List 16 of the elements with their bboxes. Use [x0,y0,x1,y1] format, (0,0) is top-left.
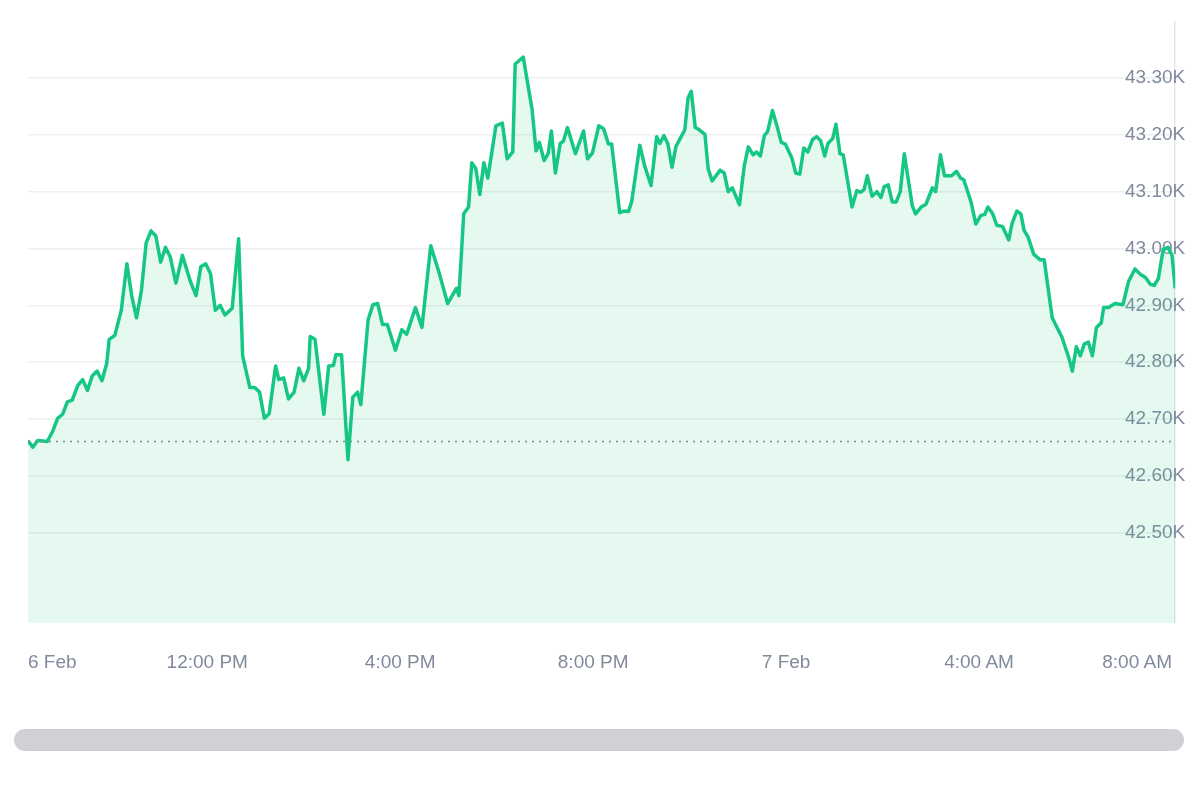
y-tick-label: 42.80K [1124,350,1186,372]
y-tick-label: 43.20K [1124,123,1186,145]
y-tick-label: 42.50K [1124,520,1186,542]
x-tick-label: 8:00 AM [1102,650,1172,672]
y-tick-label: 43.10K [1124,179,1186,201]
x-tick-label: 6 Feb [28,650,77,672]
x-tick-label: 8:00 PM [557,650,629,672]
x-tick-label: 7 Feb [761,650,811,672]
y-tick-label: 42.70K [1124,407,1186,429]
y-tick-label: 42.90K [1124,293,1186,315]
y-tick-label: 43.00K [1124,236,1186,258]
x-tick-label: 4:00 AM [944,650,1014,672]
y-tick-label: 42.60K [1124,463,1186,485]
y-tick-label: 43.30K [1124,66,1186,88]
x-tick-label: 4:00 PM [364,650,436,672]
x-tick-label: 12:00 PM [166,650,248,672]
